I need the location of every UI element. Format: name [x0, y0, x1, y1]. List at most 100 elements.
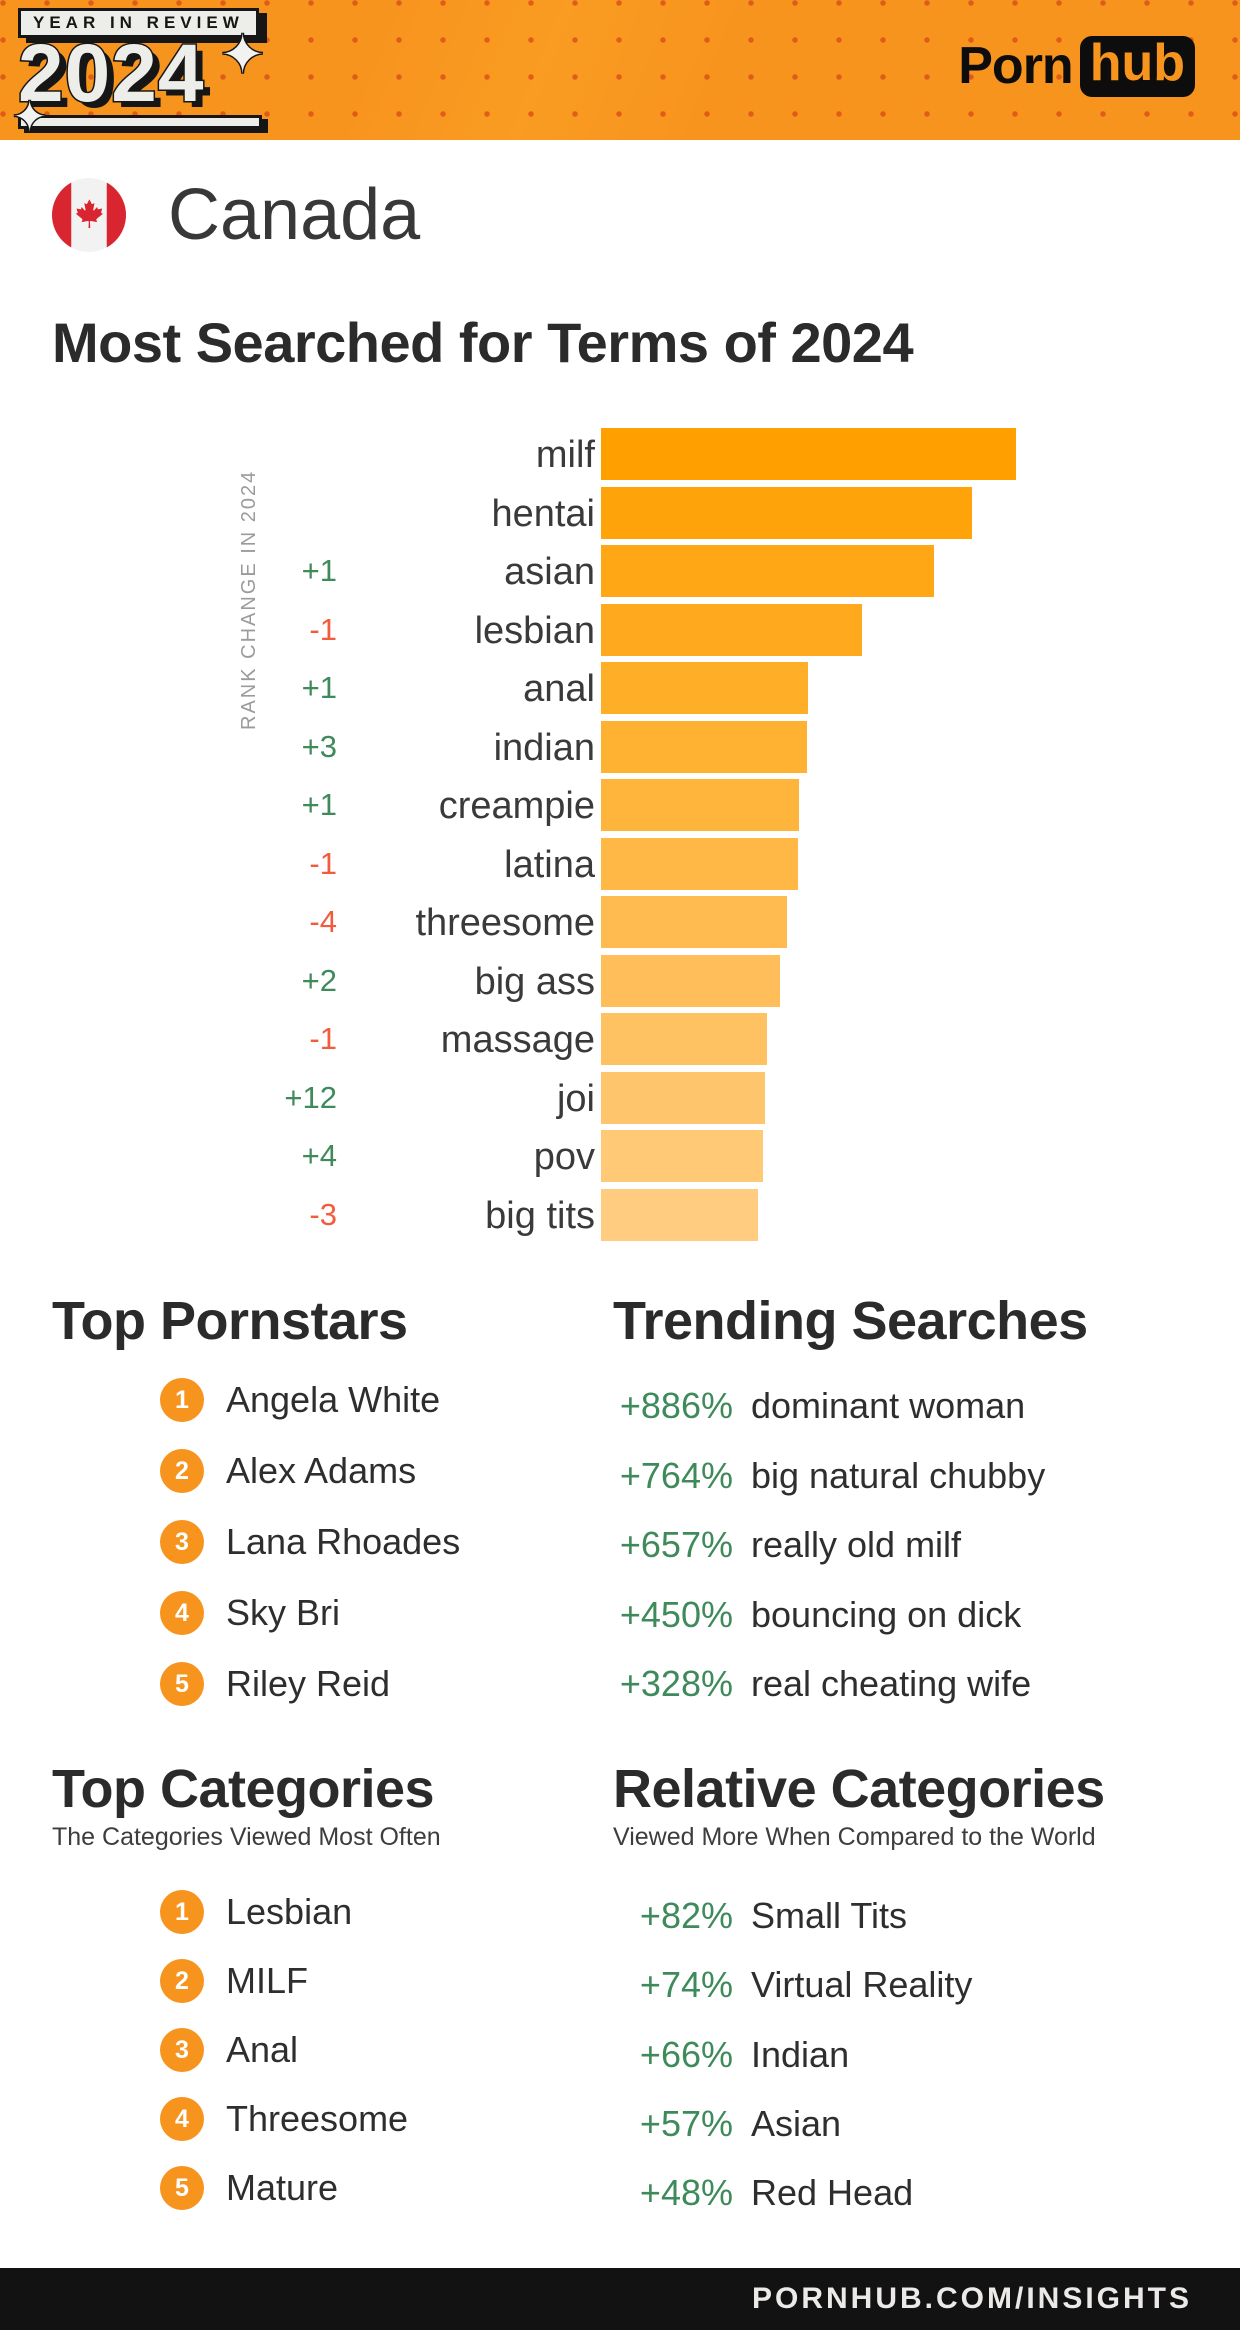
percent-item-term: Small Tits: [751, 1895, 908, 1936]
ranked-list-item: 1 Lesbian: [160, 1890, 408, 1934]
percent-list-item: +74% Virtual Reality: [613, 1964, 973, 2006]
relative-categories-title: Relative Categories: [613, 1759, 1105, 1819]
search-term-bar: [601, 1188, 758, 1241]
country-header: Canada: [52, 174, 420, 256]
chart-row: milf: [0, 428, 1240, 480]
canada-flag-icon: [52, 178, 126, 252]
insights-link[interactable]: PORNHUB.COM/INSIGHTS: [751, 2282, 1192, 2315]
chart-row: +2 big ass: [0, 954, 1240, 1007]
percent-item-term: Asian: [751, 2102, 842, 2144]
search-term-label: lesbian: [474, 609, 595, 652]
rank-change-value: -1: [309, 611, 337, 647]
ranked-item-name: Threesome: [226, 2098, 409, 2139]
ranked-item-name: Anal: [226, 2029, 299, 2070]
rank-change-value: +1: [301, 787, 337, 822]
rank-change-value: +4: [301, 1138, 337, 1173]
search-term-bar: [601, 779, 799, 831]
percent-change-value: +74%: [639, 1964, 733, 2006]
sparkle-icon: ✦: [10, 93, 48, 140]
ranked-list-item: 4 Sky Bri: [160, 1591, 460, 1635]
rank-number-badge: 1: [160, 1890, 204, 1934]
percent-list-item: +886% dominant woman: [613, 1385, 1045, 1426]
percent-list-item: +764% big natural chubby: [613, 1454, 1046, 1496]
percent-change-value: +57%: [639, 2102, 733, 2144]
country-name: Canada: [168, 175, 421, 255]
search-term-label: joi: [556, 1077, 595, 1120]
rank-number-badge: 4: [160, 2097, 204, 2141]
search-term-label: hentai: [491, 492, 595, 535]
pornhub-logo-hub-badge: hub: [1079, 36, 1195, 97]
rank-change-value: -1: [309, 1021, 337, 1056]
search-term-label: anal: [523, 668, 595, 710]
search-term-label: massage: [440, 1019, 595, 1061]
rank-number-badge: 5: [160, 2166, 204, 2210]
search-term-label: threesome: [415, 902, 595, 944]
search-term-label: milf: [535, 434, 595, 476]
percent-list-item: +657% really old milf: [613, 1524, 1045, 1565]
ranked-list-item: 4 Threesome: [160, 2097, 408, 2141]
header-banner: YEAR IN REVIEW 2024 ✦ ✦ Porn hub: [0, 0, 1240, 140]
percent-item-term: bouncing on dick: [751, 1593, 1022, 1635]
rank-change-value: -3: [309, 1196, 337, 1232]
search-term-label: big ass: [474, 960, 595, 1003]
ranked-list-item: 3 Anal: [160, 2028, 408, 2072]
rank-change-value: +12: [284, 1079, 337, 1115]
ranked-list-item: 5 Mature: [160, 2166, 408, 2210]
percent-change-value: +82%: [639, 1895, 733, 1936]
rank-change-value: -1: [309, 845, 337, 881]
rank-number-badge: 3: [160, 2028, 204, 2072]
relative-categories-subtitle: Viewed More When Compared to the World: [613, 1823, 1096, 1851]
ranked-item-name: Angela White: [226, 1379, 441, 1420]
percent-change-value: +764%: [619, 1454, 733, 1496]
percent-list-item: +66% Indian: [613, 2033, 972, 2075]
chart-row: +4 pov: [0, 1130, 1240, 1182]
chart-row: -4 threesome: [0, 896, 1240, 948]
percent-item-term: Red Head: [751, 2172, 914, 2214]
search-term-bar: [601, 428, 1016, 480]
search-term-bar: [601, 486, 972, 539]
percent-change-value: +66%: [639, 2033, 733, 2075]
search-term-bar: [601, 720, 807, 773]
search-term-bar: [601, 1013, 767, 1065]
rank-change-value: +1: [301, 670, 337, 705]
top-categories-title: Top Categories: [52, 1759, 435, 1819]
percent-change-value: +328%: [619, 1663, 733, 1704]
rank-change-value: -4: [309, 904, 337, 939]
search-term-bar: [601, 545, 934, 597]
trending-searches-list: +886% dominant woman +764% big natural c…: [613, 1385, 1046, 1734]
search-term-label: big tits: [485, 1194, 595, 1237]
search-term-bar: [601, 1130, 763, 1182]
top-pornstars-title: Top Pornstars: [52, 1291, 408, 1351]
percent-change-value: +886%: [619, 1385, 733, 1426]
footer-bar: PORNHUB.COM/INSIGHTS: [0, 2268, 1240, 2330]
percent-item-term: Virtual Reality: [751, 1964, 973, 2006]
logo-underline-bar: [18, 114, 262, 129]
chart-row: -1 massage: [0, 1013, 1240, 1065]
search-term-label: creampie: [438, 785, 595, 827]
chart-row: +1 anal: [0, 662, 1240, 714]
chart-row: -1 latina: [0, 837, 1240, 890]
rank-number-badge: 5: [160, 1662, 204, 1706]
search-term-bar: [601, 837, 798, 890]
top-pornstars-list: 1 Angela White 2 Alex Adams 3 Lana Rhoad…: [160, 1378, 460, 1733]
top-categories-list: 1 Lesbian 2 MILF 3 Anal 4 Threesome 5 Ma…: [160, 1890, 408, 2235]
rank-change-value: +1: [301, 553, 337, 588]
rank-number-badge: 4: [160, 1591, 204, 1635]
chart-row: +1 creampie: [0, 779, 1240, 831]
percent-list-item: +57% Asian: [613, 2102, 972, 2144]
percent-list-item: +48% Red Head: [613, 2172, 972, 2214]
ranked-list-item: 2 MILF: [160, 1959, 408, 2003]
percent-list-item: +328% real cheating wife: [613, 1663, 1045, 1704]
most-searched-chart: RANK CHANGE IN 2024 milf hentai +1 asian…: [0, 428, 1240, 1247]
percent-change-value: +657%: [619, 1524, 733, 1565]
ranked-list-item: 3 Lana Rhoades: [160, 1520, 460, 1564]
percent-item-term: big natural chubby: [751, 1454, 1046, 1496]
search-term-bar: [601, 603, 862, 656]
search-term-label: latina: [504, 843, 595, 886]
rank-number-badge: 3: [160, 1520, 204, 1564]
search-term-bar: [601, 1071, 765, 1124]
ranked-item-name: Alex Adams: [226, 1450, 417, 1491]
sparkle-icon: ✦: [218, 25, 266, 85]
percent-item-term: dominant woman: [751, 1385, 1026, 1426]
chart-row: +12 joi: [0, 1071, 1240, 1124]
